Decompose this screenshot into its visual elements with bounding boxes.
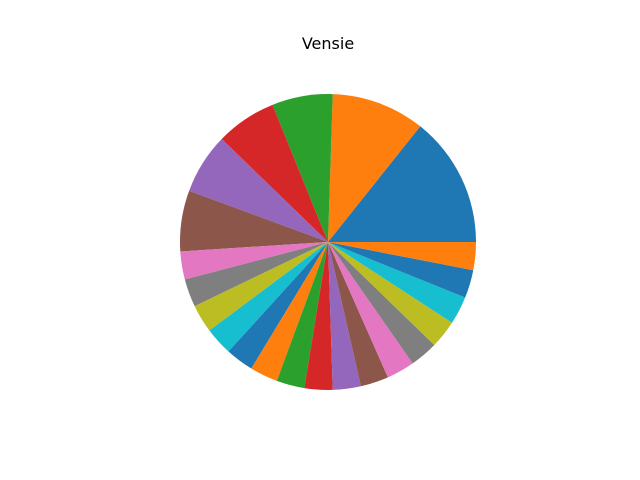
pie-slice-21 bbox=[328, 242, 474, 298]
pie-slice-5 bbox=[189, 139, 328, 242]
pie-slice-2 bbox=[328, 94, 421, 242]
pie-slice-8 bbox=[184, 242, 328, 307]
pie-slice-3 bbox=[272, 94, 333, 242]
pie-slice-12 bbox=[251, 242, 328, 381]
pie-slice-1 bbox=[328, 126, 476, 242]
pie-slice-10 bbox=[209, 242, 328, 352]
pie-slices bbox=[179, 94, 476, 390]
pie-slice-17 bbox=[328, 242, 413, 378]
pie-slice-22 bbox=[328, 242, 476, 271]
pie-slice-11 bbox=[228, 242, 328, 369]
pie-slice-15 bbox=[328, 242, 361, 390]
pie-slice-14 bbox=[304, 242, 333, 390]
pie-slice-9 bbox=[194, 242, 328, 331]
pie-slice-20 bbox=[328, 242, 466, 323]
pie-slice-4 bbox=[221, 104, 328, 242]
pie-slice-13 bbox=[276, 242, 328, 389]
pie-slice-7 bbox=[180, 242, 328, 280]
pie-slice-18 bbox=[328, 242, 435, 364]
pie-slice-16 bbox=[328, 242, 388, 387]
pie-slice-19 bbox=[328, 242, 453, 345]
chart-title: Vensie bbox=[302, 34, 354, 53]
pie-slice-6 bbox=[179, 190, 328, 252]
